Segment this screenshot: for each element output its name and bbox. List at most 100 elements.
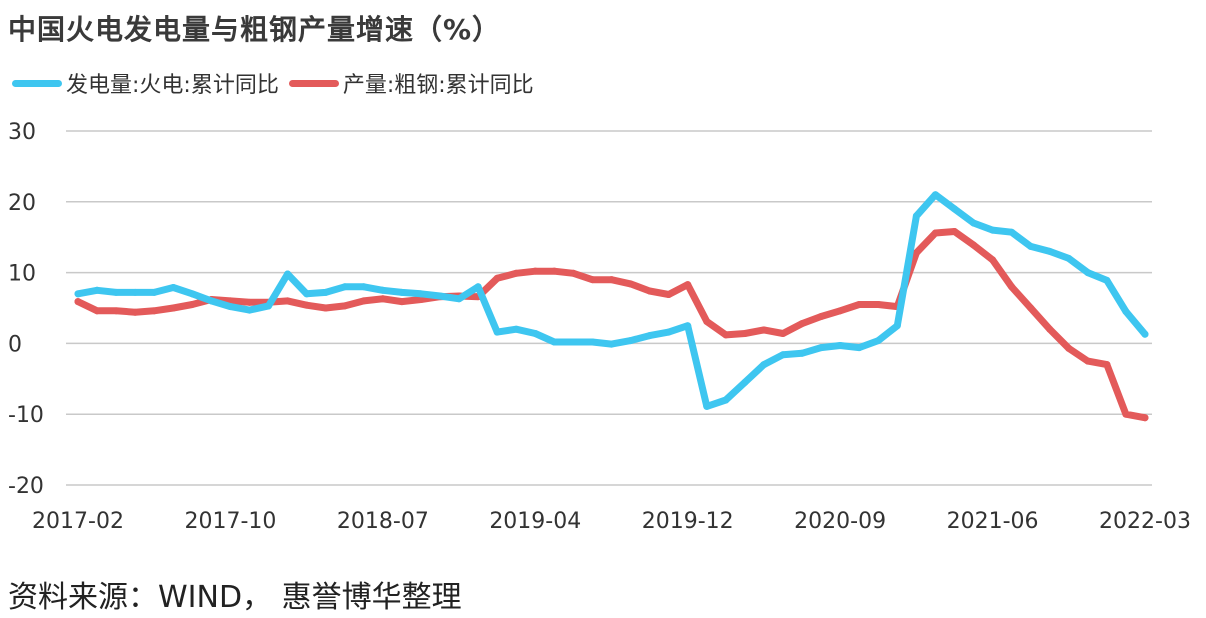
data-point — [665, 291, 673, 299]
y-tick-label: 10 — [8, 262, 36, 287]
data-point — [684, 322, 692, 330]
data-point — [588, 338, 596, 346]
y-axis-tick-labels: 30 20 10 0 -10 -20 — [8, 120, 44, 499]
x-tick-label: 2021-06 — [947, 509, 1039, 534]
data-point — [493, 328, 501, 336]
legend-item-thermal-power: 发电量:火电:累计同比 — [12, 67, 279, 99]
data-point — [512, 325, 520, 333]
data-point — [722, 331, 730, 339]
data-point — [131, 308, 139, 316]
data-point — [741, 378, 749, 386]
data-point — [836, 307, 844, 315]
data-point — [207, 297, 215, 305]
y-tick-label: 30 — [8, 120, 36, 145]
legend-label-crude-steel: 产量:粗钢:累计同比 — [342, 73, 534, 98]
series-line-crude-steel — [74, 228, 1149, 422]
data-point — [398, 288, 406, 296]
data-point — [341, 283, 349, 291]
data-point — [93, 307, 101, 315]
data-point — [1084, 269, 1092, 277]
data-point — [931, 191, 939, 199]
data-point — [722, 396, 730, 404]
y-tick-label: 0 — [8, 332, 22, 357]
data-point — [569, 269, 577, 277]
data-point — [1065, 254, 1073, 262]
x-tick-label: 2020-09 — [794, 509, 886, 534]
data-point — [912, 212, 920, 220]
data-point — [341, 302, 349, 310]
data-point — [188, 300, 196, 308]
data-point — [436, 292, 444, 300]
data-point — [245, 298, 253, 306]
data-point — [817, 312, 825, 320]
data-point — [169, 304, 177, 312]
data-point — [608, 340, 615, 348]
data-point — [950, 228, 958, 236]
data-point — [1122, 308, 1130, 316]
data-point — [703, 317, 711, 325]
legend-swatch-crude-steel — [288, 79, 339, 87]
x-axis-tick-labels: 2017-02 2017-10 2018-07 2019-04 2019-12 2020-… — [32, 509, 1191, 534]
points-crude-steel — [74, 228, 1149, 422]
data-point — [417, 290, 425, 298]
data-point — [531, 267, 539, 275]
data-point — [779, 329, 787, 337]
data-point — [741, 329, 749, 337]
data-point — [608, 276, 615, 284]
data-point — [1046, 247, 1054, 255]
y-tick-label: -10 — [8, 403, 44, 428]
data-point — [284, 270, 292, 278]
data-point — [627, 337, 635, 345]
data-point — [893, 322, 901, 330]
data-point — [1141, 414, 1149, 422]
data-point — [265, 302, 273, 310]
data-point — [512, 269, 520, 277]
data-point — [665, 328, 673, 336]
data-point — [874, 337, 882, 345]
data-point — [303, 290, 311, 298]
data-point — [169, 283, 177, 291]
data-point — [817, 344, 825, 352]
data-point — [1046, 325, 1054, 333]
points-thermal-power — [74, 191, 1149, 410]
data-point — [798, 349, 806, 357]
data-point — [912, 249, 920, 257]
data-point — [550, 267, 558, 275]
data-point — [1103, 276, 1111, 284]
data-point — [1027, 304, 1035, 312]
data-point — [1141, 330, 1149, 338]
chart-legend: 发电量:火电:累计同比 产量:粗钢:累计同比 — [12, 66, 544, 100]
y-tick-label: 20 — [8, 191, 36, 216]
data-point — [112, 288, 120, 296]
data-point — [150, 288, 158, 296]
data-point — [417, 296, 425, 304]
data-point — [398, 298, 406, 306]
source-note: 资料来源：WIND， 惠誉博华整理 — [8, 580, 462, 615]
x-tick-label: 2017-02 — [32, 509, 124, 534]
legend-item-crude-steel: 产量:粗钢:累计同比 — [288, 67, 534, 99]
data-point — [989, 226, 997, 234]
data-point — [1027, 242, 1035, 250]
data-point — [74, 298, 82, 306]
data-point — [245, 306, 253, 314]
data-point — [855, 344, 863, 352]
data-point — [303, 301, 311, 309]
data-point — [360, 283, 368, 291]
data-point — [322, 288, 330, 296]
x-tick-label: 2018-07 — [337, 509, 429, 534]
data-point — [874, 300, 882, 308]
data-point — [569, 338, 577, 346]
data-point — [931, 229, 939, 237]
data-point — [760, 361, 768, 369]
legend-label-thermal-power: 发电量:火电:累计同比 — [66, 73, 279, 98]
data-point — [798, 320, 806, 328]
data-point — [131, 288, 139, 296]
data-point — [493, 274, 501, 282]
data-point — [684, 281, 692, 289]
data-point — [1103, 361, 1111, 369]
data-point — [836, 342, 844, 350]
data-point — [588, 276, 596, 284]
data-point — [1065, 344, 1073, 352]
chart-title: 中国火电发电量与粗钢产量增速（%） — [8, 13, 502, 46]
y-tick-label: -20 — [8, 474, 44, 499]
